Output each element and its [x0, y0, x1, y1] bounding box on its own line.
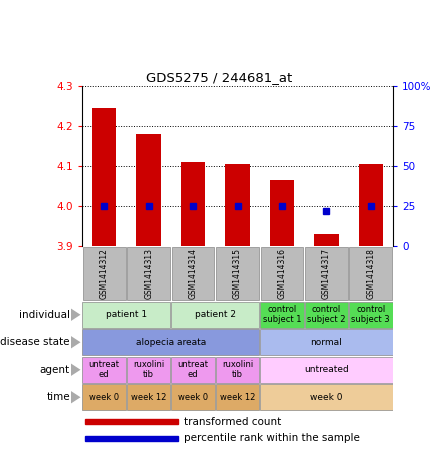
Text: untreat
ed: untreat ed: [177, 360, 208, 380]
Polygon shape: [71, 391, 81, 404]
Text: normal: normal: [311, 338, 342, 347]
Bar: [171, 302, 259, 328]
Text: transformed count: transformed count: [184, 417, 281, 427]
Bar: [305, 246, 348, 300]
Polygon shape: [71, 308, 81, 321]
Text: agent: agent: [40, 365, 70, 375]
Text: ruxolini
tib: ruxolini tib: [222, 360, 253, 380]
Bar: [225, 164, 250, 246]
Text: disease state: disease state: [0, 337, 70, 347]
Bar: [85, 419, 178, 424]
Text: week 0: week 0: [178, 393, 208, 402]
Bar: [260, 384, 392, 410]
Bar: [82, 384, 126, 410]
Text: alopecia areata: alopecia areata: [136, 338, 206, 347]
Bar: [314, 234, 339, 246]
Bar: [171, 357, 215, 383]
Text: week 0: week 0: [89, 393, 119, 402]
Text: GSM1414318: GSM1414318: [366, 248, 375, 299]
Bar: [82, 357, 126, 383]
Polygon shape: [71, 336, 81, 349]
Bar: [127, 384, 170, 410]
Bar: [216, 384, 259, 410]
Text: GSM1414316: GSM1414316: [277, 248, 286, 299]
Bar: [260, 357, 392, 383]
Bar: [216, 357, 259, 383]
Bar: [260, 329, 392, 355]
Bar: [85, 436, 178, 441]
Bar: [216, 246, 259, 300]
Text: GSM1414313: GSM1414313: [144, 248, 153, 299]
Text: week 12: week 12: [220, 393, 255, 402]
Bar: [82, 302, 170, 328]
Text: GSM1414314: GSM1414314: [189, 248, 198, 299]
Text: untreated: untreated: [304, 365, 349, 374]
Text: untreat
ed: untreat ed: [89, 360, 120, 380]
Bar: [181, 162, 205, 246]
Text: individual: individual: [19, 310, 70, 320]
Polygon shape: [71, 363, 81, 376]
Text: percentile rank within the sample: percentile rank within the sample: [184, 434, 360, 443]
Bar: [127, 357, 170, 383]
Bar: [350, 246, 392, 300]
Bar: [304, 302, 348, 328]
Text: control
subject 3: control subject 3: [351, 305, 390, 324]
Text: time: time: [46, 392, 70, 402]
Text: week 12: week 12: [131, 393, 166, 402]
Bar: [260, 302, 304, 328]
Text: patient 2: patient 2: [195, 310, 236, 319]
Text: patient 1: patient 1: [106, 310, 147, 319]
Text: GDS5275 / 244681_at: GDS5275 / 244681_at: [146, 71, 292, 84]
Bar: [261, 246, 303, 300]
Text: week 0: week 0: [310, 393, 343, 402]
Text: GSM1414315: GSM1414315: [233, 248, 242, 299]
Text: GSM1414317: GSM1414317: [322, 248, 331, 299]
Text: control
subject 1: control subject 1: [263, 305, 301, 324]
Bar: [92, 108, 117, 246]
Bar: [127, 246, 170, 300]
Bar: [359, 164, 383, 246]
Bar: [136, 134, 161, 246]
Text: GSM1414312: GSM1414312: [100, 248, 109, 299]
Bar: [172, 246, 214, 300]
Bar: [83, 246, 126, 300]
Text: ruxolini
tib: ruxolini tib: [133, 360, 164, 380]
Bar: [82, 329, 259, 355]
Bar: [171, 384, 215, 410]
Bar: [270, 180, 294, 246]
Text: control
subject 2: control subject 2: [307, 305, 346, 324]
Bar: [349, 302, 392, 328]
